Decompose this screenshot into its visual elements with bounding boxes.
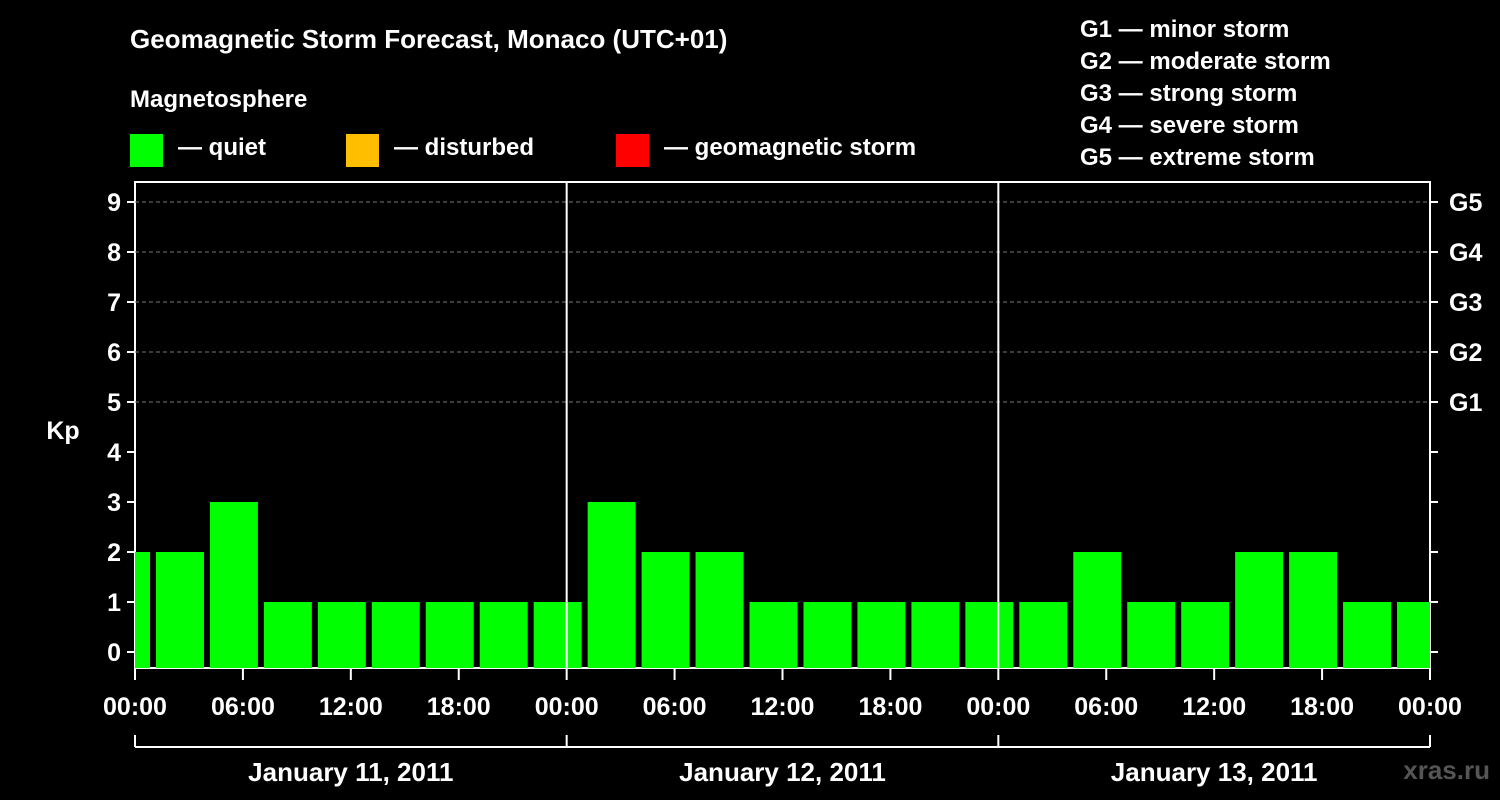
legend-storm-swatch xyxy=(616,134,649,167)
y-tick-label: 2 xyxy=(107,539,121,567)
g-level-label: G1 xyxy=(1449,389,1482,417)
kp-bar xyxy=(263,602,312,668)
day-label: January 11, 2011 xyxy=(248,757,453,787)
kp-bar xyxy=(695,552,744,668)
g-level-label: G2 xyxy=(1449,339,1482,367)
legend-quiet-swatch xyxy=(130,134,163,167)
y-tick-label: 9 xyxy=(107,189,121,217)
x-tick-label: 12:00 xyxy=(751,693,815,721)
legend-disturbed-label: — disturbed xyxy=(394,134,535,161)
kp-bar xyxy=(1289,552,1338,668)
y-tick-label: 0 xyxy=(107,639,121,667)
kp-bar xyxy=(1235,552,1284,668)
y-tick-label: 1 xyxy=(107,589,121,617)
kp-bar xyxy=(209,502,258,668)
kp-bar xyxy=(1397,602,1430,668)
watermark: xras.ru xyxy=(1403,755,1490,785)
kp-bar xyxy=(587,502,636,668)
legend-storm-label: — geomagnetic storm xyxy=(664,134,917,161)
kp-bar xyxy=(911,602,960,668)
g-level-label: G3 xyxy=(1449,289,1482,317)
x-tick-label: 12:00 xyxy=(1182,693,1246,721)
day-label: January 12, 2011 xyxy=(679,757,886,787)
x-tick-label: 00:00 xyxy=(1398,693,1462,721)
kp-bar xyxy=(965,602,1014,668)
y-tick-label: 7 xyxy=(107,289,121,317)
kp-bar xyxy=(317,602,366,668)
g-scale-item-g5: G5 — extreme storm xyxy=(1080,144,1315,171)
g-level-label: G4 xyxy=(1449,239,1482,267)
y-tick-label: 3 xyxy=(107,489,121,517)
x-tick-label: 06:00 xyxy=(211,693,275,721)
y-tick-label: 6 xyxy=(107,339,121,367)
kp-bar xyxy=(1073,552,1122,668)
y-tick-label: 8 xyxy=(107,239,121,267)
x-tick-label: 00:00 xyxy=(103,693,167,721)
x-tick-label: 18:00 xyxy=(858,693,922,721)
kp-bar xyxy=(1181,602,1230,668)
kp-bar xyxy=(857,602,906,668)
kp-bar xyxy=(803,602,852,668)
kp-bar xyxy=(135,552,150,668)
y-tick-label: 5 xyxy=(107,389,121,417)
g-level-label: G5 xyxy=(1449,189,1482,217)
g-scale-item-g2: G2 — moderate storm xyxy=(1080,48,1331,75)
kp-bar xyxy=(641,552,690,668)
y-axis-label: Kp xyxy=(46,417,79,445)
x-tick-label: 06:00 xyxy=(643,693,707,721)
legend-disturbed-swatch xyxy=(346,134,379,167)
chart-title: Geomagnetic Storm Forecast, Monaco (UTC+… xyxy=(130,24,728,54)
legend-quiet-label: — quiet xyxy=(178,134,266,161)
kp-bar xyxy=(155,552,204,668)
x-tick-label: 00:00 xyxy=(966,693,1030,721)
g-scale-item-g1: G1 — minor storm xyxy=(1080,16,1290,43)
kp-bar xyxy=(533,602,582,668)
day-label: January 13, 2011 xyxy=(1111,757,1318,787)
kp-bar xyxy=(749,602,798,668)
kp-bar xyxy=(1127,602,1176,668)
g-scale-legend: G1 — minor storm G2 — moderate storm G3 … xyxy=(1080,14,1331,174)
kp-bar xyxy=(371,602,420,668)
kp-bar xyxy=(425,602,474,668)
g-scale-item-g4: G4 — severe storm xyxy=(1080,112,1299,139)
magnetosphere-subtitle: Magnetosphere xyxy=(130,86,308,113)
kp-bar xyxy=(1019,602,1068,668)
kp-bar xyxy=(1343,602,1392,668)
x-tick-label: 18:00 xyxy=(427,693,491,721)
kp-bar xyxy=(479,602,528,668)
x-tick-label: 18:00 xyxy=(1290,693,1354,721)
x-tick-label: 12:00 xyxy=(319,693,383,721)
g-scale-item-g3: G3 — strong storm xyxy=(1080,80,1298,107)
y-tick-label: 4 xyxy=(107,439,121,467)
x-tick-label: 06:00 xyxy=(1074,693,1138,721)
x-tick-label: 00:00 xyxy=(535,693,599,721)
